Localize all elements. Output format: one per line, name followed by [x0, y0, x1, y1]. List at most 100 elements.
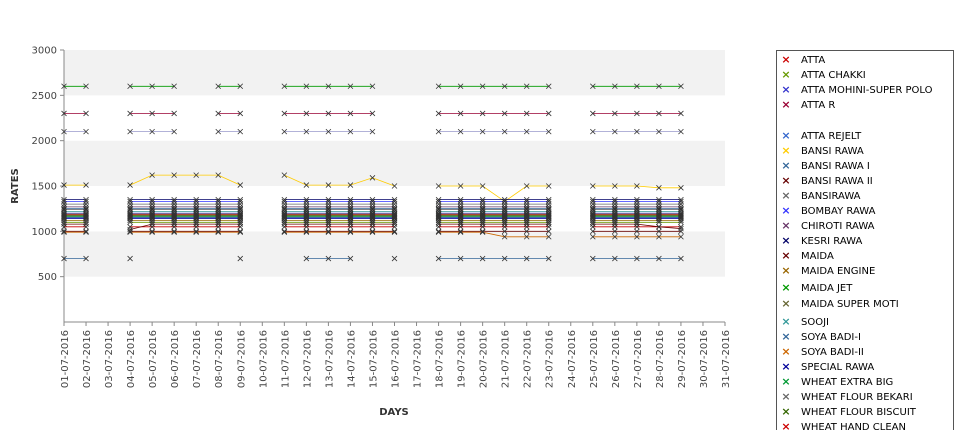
data-point — [457, 228, 464, 235]
legend: × ATTA × ATTA CHAKKI × ATTA MOHINI-SUPER POLO… — [776, 50, 954, 430]
data-point — [678, 198, 684, 205]
data-point — [435, 204, 442, 210]
data-point — [215, 205, 222, 212]
data-point — [501, 233, 508, 240]
data-point — [391, 215, 398, 222]
data-point — [634, 196, 640, 203]
data-point — [127, 198, 133, 205]
legend-item: × ATTA CHAKKI — [777, 68, 865, 82]
legend-item: × CHIROTI RAWA — [777, 219, 874, 233]
data-point — [83, 228, 89, 235]
data-point — [281, 229, 288, 236]
legend-item: × SPECIAL RAWA — [777, 360, 874, 374]
data-point — [325, 110, 332, 117]
data-point — [523, 110, 530, 117]
data-point — [501, 224, 508, 230]
data-point — [237, 182, 244, 188]
data-point — [347, 211, 354, 217]
data-point — [369, 128, 376, 135]
legend-item: × WHEAT FLOUR BEKARI — [777, 390, 913, 404]
data-point — [61, 182, 67, 188]
legend-item: × WHEAT FLOUR BISCUIT — [777, 405, 916, 419]
data-point — [612, 224, 618, 230]
x-tick-label: 22-07-2016 — [523, 330, 534, 388]
data-point — [656, 233, 662, 240]
data-point — [127, 213, 133, 219]
legend-label: WHEAT FLOUR BEKARI — [801, 391, 913, 403]
data-point — [215, 110, 222, 117]
data-point — [61, 214, 67, 220]
data-point — [281, 110, 288, 117]
data-point — [171, 211, 177, 217]
data-point — [435, 208, 442, 215]
data-point — [523, 233, 530, 240]
data-point — [457, 215, 464, 222]
x-tick-label: 18-07-2016 — [435, 330, 446, 388]
data-point — [149, 224, 155, 230]
data-point — [479, 228, 486, 235]
data-point — [127, 206, 133, 213]
data-point — [479, 213, 486, 219]
data-point — [237, 110, 244, 117]
data-point — [325, 83, 332, 90]
data-point — [149, 208, 155, 215]
legend-marker-icon: × — [781, 53, 791, 66]
legend-marker-icon: × — [781, 204, 791, 217]
x-tick-label: 24-07-2016 — [567, 330, 578, 388]
data-point — [369, 214, 376, 220]
legend-label: WHEAT HAND CLEAN — [801, 421, 906, 431]
data-point — [590, 213, 596, 219]
legend-label: BANSI RAWA — [801, 145, 864, 157]
data-point — [545, 83, 552, 90]
data-point — [83, 204, 89, 210]
data-point — [545, 208, 552, 215]
data-point — [457, 229, 464, 236]
data-point — [149, 204, 155, 210]
legend-item: × ATTA — [777, 53, 825, 67]
legend-marker-icon: × — [781, 281, 791, 294]
data-point — [347, 128, 354, 135]
data-point — [215, 229, 222, 236]
data-point — [325, 214, 332, 220]
data-point — [612, 208, 618, 215]
data-point — [127, 204, 133, 210]
data-point — [83, 128, 89, 135]
data-point — [281, 206, 288, 213]
data-point — [545, 233, 552, 240]
data-point — [325, 205, 332, 212]
data-point — [634, 214, 640, 220]
data-point — [303, 211, 310, 217]
data-point — [61, 208, 67, 215]
data-point — [391, 208, 398, 215]
legend-marker-icon: × — [781, 144, 791, 157]
data-point — [171, 201, 177, 207]
data-point — [281, 228, 288, 235]
data-point — [303, 198, 310, 205]
series-line — [130, 223, 241, 230]
data-point — [634, 183, 640, 189]
data-point — [83, 182, 89, 188]
data-point — [347, 204, 354, 210]
series-line — [438, 185, 549, 202]
data-point — [501, 205, 508, 212]
data-point — [391, 201, 398, 207]
data-point — [656, 224, 662, 230]
x-tick-label: 28-07-2016 — [655, 330, 666, 388]
data-point — [83, 83, 89, 90]
data-point — [457, 208, 464, 215]
data-point — [501, 201, 508, 207]
data-point — [127, 255, 133, 262]
data-point — [237, 214, 244, 220]
data-point — [656, 213, 662, 219]
data-point — [325, 206, 332, 213]
data-point — [545, 213, 552, 219]
data-point — [369, 205, 376, 212]
data-point — [369, 83, 376, 90]
legend-item: × BANSIRAWA — [777, 189, 860, 203]
data-point — [281, 215, 288, 222]
data-point — [325, 215, 332, 222]
data-point — [590, 183, 596, 189]
data-point — [61, 205, 67, 212]
data-point — [83, 214, 89, 220]
data-point — [479, 211, 486, 217]
